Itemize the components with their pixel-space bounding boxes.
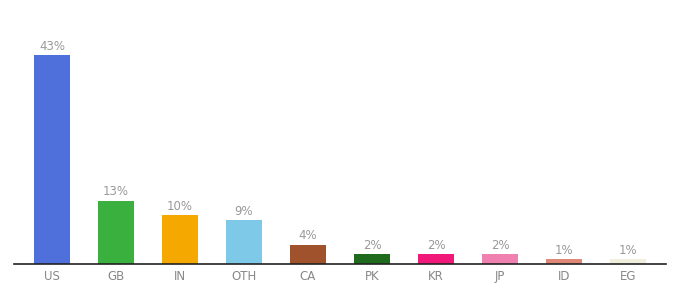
Bar (611, 259, 645, 264)
Bar (482, 254, 517, 264)
Bar (290, 244, 326, 264)
Bar (418, 254, 454, 264)
Text: 2%: 2% (491, 239, 509, 252)
Text: 4%: 4% (299, 229, 318, 242)
Text: 2%: 2% (426, 239, 445, 252)
Text: 2%: 2% (362, 239, 381, 252)
Bar (99, 201, 133, 264)
Bar (163, 215, 198, 264)
Text: 1%: 1% (555, 244, 573, 257)
Bar (354, 254, 390, 264)
Bar (547, 259, 581, 264)
Text: 43%: 43% (39, 40, 65, 52)
Bar (35, 55, 69, 264)
Bar (226, 220, 262, 264)
Text: 13%: 13% (103, 185, 129, 198)
Text: 9%: 9% (235, 205, 254, 218)
Text: 10%: 10% (167, 200, 193, 213)
Text: 1%: 1% (619, 244, 637, 257)
